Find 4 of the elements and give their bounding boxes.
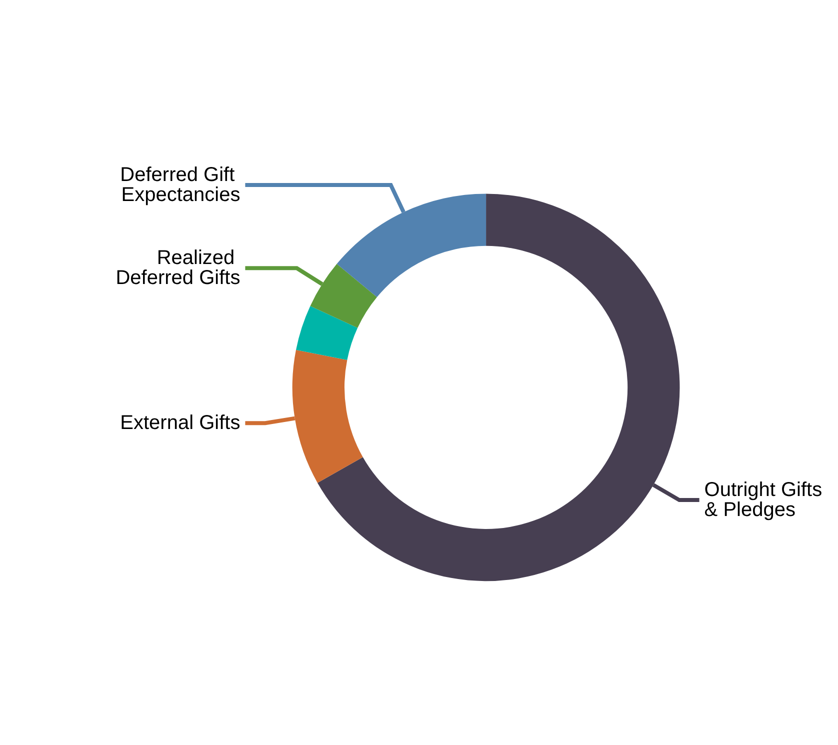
slice-label: Outright Gifts & Pledges bbox=[704, 479, 828, 522]
slice-label: External Gifts bbox=[120, 412, 240, 434]
slice-label: Realized Deferred Gifts bbox=[116, 247, 240, 290]
slice-label: Deferred Gift Expectancies bbox=[120, 164, 240, 206]
